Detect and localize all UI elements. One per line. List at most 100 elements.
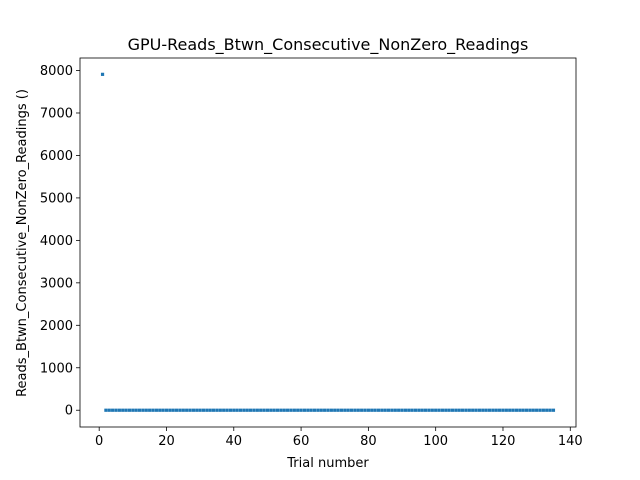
- data-point: [481, 408, 485, 412]
- x-tick-label: 120: [491, 434, 516, 449]
- data-point: [403, 408, 407, 412]
- y-tick-label: 7000: [40, 106, 73, 121]
- data-point: [434, 408, 438, 412]
- data-point: [410, 408, 414, 412]
- data-point: [400, 408, 404, 412]
- data-point: [168, 408, 172, 412]
- data-point: [282, 408, 286, 412]
- data-point: [249, 408, 253, 412]
- data-point: [185, 408, 189, 412]
- y-axis-label: Reads_Btwn_Consecutive_NonZero_Readings …: [15, 89, 30, 397]
- data-point: [376, 408, 381, 412]
- data-point: [504, 408, 508, 412]
- data-point: [508, 408, 512, 412]
- data-point: [191, 408, 196, 412]
- data-point: [211, 408, 216, 412]
- data-point: [363, 408, 367, 412]
- data-point: [343, 408, 347, 412]
- data-point: [528, 408, 532, 412]
- data-point: [538, 408, 542, 412]
- data-point: [309, 408, 313, 412]
- y-tick-label: 3000: [40, 276, 73, 291]
- data-point: [407, 408, 411, 412]
- data-point: [326, 408, 330, 412]
- x-tick-label: 80: [360, 434, 377, 449]
- y-tick-label: 8000: [40, 64, 73, 79]
- data-point: [151, 408, 155, 412]
- data-point: [141, 408, 145, 412]
- data-point: [124, 408, 128, 412]
- data-point: [518, 408, 522, 412]
- data-point: [474, 408, 478, 412]
- data-point: [360, 408, 364, 412]
- data-point: [370, 408, 374, 412]
- data-point: [134, 408, 138, 412]
- y-tick-label: 1000: [40, 361, 73, 376]
- data-point: [447, 408, 451, 412]
- data-point: [144, 408, 148, 412]
- y-tick-label: 6000: [40, 149, 73, 164]
- data-point: [292, 408, 296, 412]
- data-point: [107, 408, 111, 412]
- data-point: [121, 408, 125, 412]
- data-point: [296, 408, 300, 412]
- data-point: [158, 408, 162, 412]
- data-point: [501, 408, 505, 412]
- data-point: [161, 408, 165, 412]
- data-point: [127, 408, 132, 412]
- data-point: [420, 408, 424, 412]
- data-point: [440, 408, 445, 412]
- data-point: [383, 408, 387, 412]
- data-point: [289, 408, 293, 412]
- data-point: [511, 408, 515, 412]
- data-point: [487, 408, 492, 412]
- data-point: [235, 408, 239, 412]
- data-point: [188, 408, 192, 412]
- x-tick-label: 0: [95, 434, 103, 449]
- data-point: [413, 408, 418, 412]
- data-point: [181, 408, 185, 412]
- data-point: [218, 408, 222, 412]
- data-point: [302, 408, 307, 412]
- y-tick-label: 2000: [40, 319, 73, 334]
- data-point: [111, 408, 115, 412]
- data-point: [427, 408, 431, 412]
- data-point: [339, 408, 344, 412]
- data-point: [430, 408, 434, 412]
- data-point: [531, 408, 535, 412]
- data-point: [491, 408, 495, 412]
- data-point: [444, 408, 448, 412]
- data-point: [323, 408, 327, 412]
- data-point: [286, 408, 290, 412]
- data-point: [238, 408, 243, 412]
- data-point: [535, 408, 539, 412]
- data-point: [242, 408, 246, 412]
- data-point: [521, 408, 525, 412]
- data-point: [397, 408, 401, 412]
- data-point: [195, 408, 199, 412]
- data-point: [316, 408, 320, 412]
- data-point: [252, 408, 256, 412]
- data-point: [265, 408, 270, 412]
- data-point: [356, 408, 360, 412]
- data-point: [346, 408, 350, 412]
- y-tick-label: 0: [65, 404, 73, 419]
- data-point: [380, 408, 384, 412]
- data-point: [460, 408, 465, 412]
- data-point: [541, 408, 545, 412]
- data-point: [514, 408, 519, 412]
- data-point: [171, 408, 175, 412]
- data-point: [454, 408, 458, 412]
- data-point: [450, 408, 455, 412]
- data-point: [222, 408, 226, 412]
- data-point: [262, 408, 266, 412]
- x-tick-label: 140: [558, 434, 583, 449]
- data-point: [154, 408, 158, 412]
- data-point: [306, 408, 310, 412]
- data-point: [245, 408, 249, 412]
- data-point: [131, 408, 135, 412]
- data-point: [272, 408, 276, 412]
- data-point: [545, 408, 549, 412]
